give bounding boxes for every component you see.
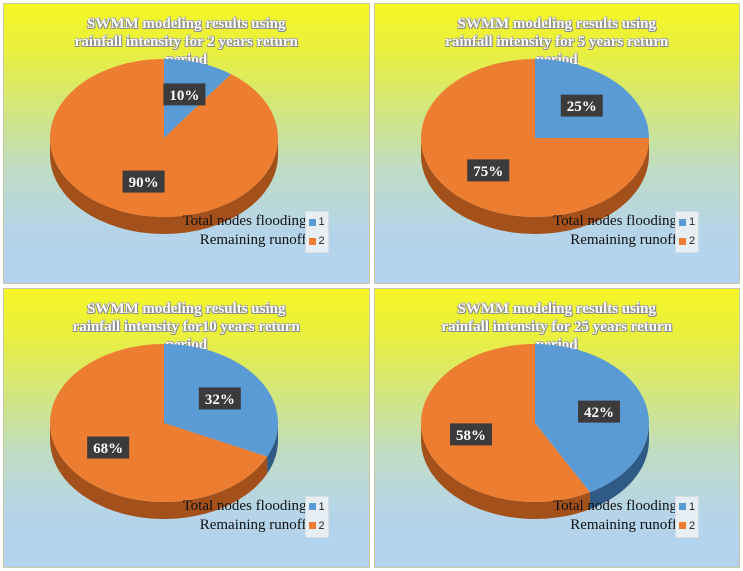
legend-label-remaining: Remaining runoff	[199, 516, 307, 533]
legend-labels: Total nodes flooding Remaining runoff	[553, 212, 677, 250]
legend-key-1: 1	[308, 216, 325, 228]
chart-title-line: rainfall intensity for 25 years return	[441, 318, 673, 335]
legend-key: 1 2	[304, 495, 329, 538]
pie-slice-remaining	[420, 343, 590, 502]
legend-key-text: 2	[318, 519, 325, 532]
pie-chart: 42% 58%	[420, 343, 649, 519]
legend-key-2: 2	[679, 235, 695, 247]
pie-side-remaining	[50, 138, 278, 234]
pie-slice-remaining	[50, 59, 279, 217]
data-label-text: 75%	[473, 164, 503, 180]
legend-key-2: 2	[308, 235, 325, 247]
chart-title-line: SWMM modeling results using	[87, 16, 286, 32]
data-label-text: 32%	[205, 391, 235, 407]
chart-title-line: rainfall intensity for10 years return	[72, 318, 300, 335]
pie-side-remaining	[50, 422, 268, 519]
data-label-box	[122, 170, 165, 193]
legend-key-1: 1	[679, 216, 695, 228]
chart-title-line: SWMM modeling results using	[87, 300, 286, 317]
legend-key: 1 2	[304, 211, 329, 253]
data-label-box	[163, 83, 206, 106]
legend-swatch-orange	[679, 522, 686, 529]
legend-labels: Total nodes flooding Remaining runoff	[553, 497, 677, 535]
pie-side-flooding	[267, 422, 278, 474]
data-label-box	[577, 400, 620, 423]
legend-swatch-blue	[679, 503, 686, 510]
data-label-text: 25%	[566, 99, 596, 115]
data-label-text: 58%	[455, 427, 485, 443]
chart-grid: SWMM modeling results using rainfall int…	[3, 3, 740, 568]
data-label-box	[466, 159, 509, 182]
data-label-box	[198, 386, 241, 409]
data-label-remaining: 75%	[466, 159, 509, 182]
legend-key-text: 1	[318, 216, 325, 228]
data-label-text: 42%	[584, 405, 614, 421]
pie-slice-remaining	[50, 343, 268, 502]
pie-chart: 10% 90%	[50, 59, 279, 234]
legend-label-flooding: Total nodes flooding	[182, 213, 307, 229]
legend-label-flooding: Total nodes flooding	[553, 213, 677, 229]
legend-key-text: 1	[689, 500, 696, 513]
chart-panel-5yr: SWMM modeling results using rainfall int…	[373, 3, 740, 284]
pie-chart: 25% 75%	[420, 59, 649, 234]
data-label-flooding: 10%	[163, 83, 206, 106]
legend-key-2: 2	[679, 520, 695, 532]
legend-label-flooding: Total nodes flooding	[553, 497, 677, 514]
legend-key: 1 2	[675, 211, 699, 253]
chart-panel-10yr: SWMM modeling results using rainfall int…	[3, 287, 370, 568]
data-label-remaining: 90%	[122, 170, 165, 193]
data-label-box	[560, 94, 603, 117]
legend-swatch-blue	[308, 503, 316, 510]
data-label-flooding: 25%	[560, 94, 603, 117]
data-label-text: 10%	[169, 88, 199, 104]
data-label-text: 90%	[129, 175, 159, 191]
legend-label-remaining: Remaining runoff	[570, 232, 677, 248]
legend-key-2: 2	[308, 519, 325, 532]
legend-key-text: 1	[689, 216, 696, 228]
legend-label-remaining: Remaining runoff	[199, 232, 307, 248]
legend-key-text: 2	[689, 519, 696, 532]
legend-swatch-orange	[308, 522, 316, 529]
chart-title-line: rainfall intensity for 2 years return	[74, 34, 298, 50]
data-label-remaining: 58%	[449, 422, 492, 445]
legend-swatch-orange	[679, 237, 686, 245]
legend-swatch-blue	[679, 218, 686, 226]
legend-key-text: 2	[318, 235, 325, 247]
chart-title-line: SWMM modeling results using	[457, 300, 657, 317]
legend-label-remaining: Remaining runoff	[570, 516, 677, 533]
legend-key-text: 1	[318, 500, 325, 513]
pie-side-remaining	[420, 422, 590, 519]
legend-swatch-orange	[308, 237, 316, 245]
chart-panel-25yr: SWMM modeling results using rainfall int…	[373, 287, 740, 568]
pie-side-remaining	[420, 138, 649, 234]
data-label-box	[87, 436, 130, 459]
legend-key: 1 2	[675, 495, 699, 538]
data-label-flooding: 42%	[577, 400, 620, 423]
chart-panel-2yr: SWMM modeling results using rainfall int…	[3, 3, 370, 284]
chart-title: SWMM modeling results using rainfall int…	[381, 300, 734, 354]
data-label-text: 68%	[93, 441, 123, 457]
chart-title-line: SWMM modeling results using	[457, 16, 657, 32]
legend-labels: Total nodes flooding Remaining runoff	[183, 212, 307, 250]
chart-title-line: rainfall intensity for 5 years return	[445, 34, 669, 50]
legend-labels: Total nodes flooding Remaining runoff	[183, 497, 307, 535]
legend-key-1: 1	[308, 500, 325, 513]
legend-key-1: 1	[679, 501, 695, 513]
legend-swatch-blue	[308, 218, 316, 226]
legend-label-flooding: Total nodes flooding	[182, 497, 307, 514]
data-label-remaining: 68%	[87, 436, 130, 459]
data-label-box	[449, 422, 492, 445]
data-label-flooding: 32%	[198, 386, 241, 409]
legend-key-text: 2	[689, 235, 696, 247]
pie-chart: 32% 68%	[50, 343, 279, 519]
pie-side-flooding	[589, 422, 649, 509]
chart-title: SWMM modeling results using rainfall int…	[10, 300, 363, 354]
